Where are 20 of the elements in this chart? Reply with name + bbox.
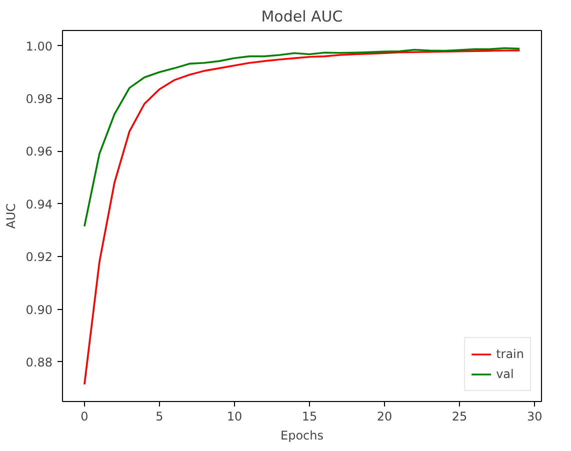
y-tick-label: 0.94 — [26, 197, 52, 212]
y-tick-label: 0.96 — [26, 144, 52, 159]
y-tick-label: 0.92 — [26, 250, 52, 264]
y-axis-title: AUC — [4, 203, 18, 229]
y-tick-label: 1.00 — [26, 39, 52, 54]
x-tick-label: 10 — [226, 410, 242, 424]
y-tick-label: 0.98 — [26, 92, 52, 106]
x-tick-label: 0 — [80, 410, 88, 424]
chart-title: Model AUC — [261, 8, 343, 26]
line-series — [84, 47, 520, 228]
legend-label: train — [496, 347, 524, 361]
y-tick-label: 0.88 — [26, 355, 52, 370]
x-tick-label: 25 — [452, 410, 468, 424]
y-tick-label: 0.90 — [26, 302, 52, 317]
x-axis-title: Epochs — [280, 428, 324, 442]
x-tick-label: 20 — [376, 410, 392, 424]
x-tick-label: 5 — [156, 410, 164, 424]
x-tick-label: 30 — [526, 410, 542, 424]
x-tick-label: 15 — [302, 410, 318, 424]
legend-label: val — [496, 367, 515, 381]
